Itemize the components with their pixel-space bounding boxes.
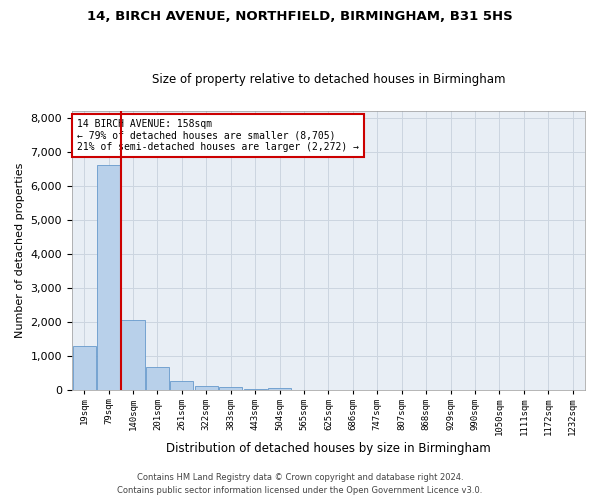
- X-axis label: Distribution of detached houses by size in Birmingham: Distribution of detached houses by size …: [166, 442, 491, 455]
- Title: Size of property relative to detached houses in Birmingham: Size of property relative to detached ho…: [152, 73, 505, 86]
- Text: 14 BIRCH AVENUE: 158sqm
← 79% of detached houses are smaller (8,705)
21% of semi: 14 BIRCH AVENUE: 158sqm ← 79% of detache…: [77, 119, 359, 152]
- Bar: [121, 320, 145, 390]
- Text: 14, BIRCH AVENUE, NORTHFIELD, BIRMINGHAM, B31 5HS: 14, BIRCH AVENUE, NORTHFIELD, BIRMINGHAM…: [87, 10, 513, 23]
- Bar: [146, 368, 169, 390]
- Bar: [194, 386, 218, 390]
- Y-axis label: Number of detached properties: Number of detached properties: [15, 163, 25, 338]
- Bar: [268, 388, 291, 390]
- Bar: [97, 166, 120, 390]
- Bar: [73, 346, 96, 391]
- Bar: [244, 388, 267, 390]
- Text: Contains HM Land Registry data © Crown copyright and database right 2024.
Contai: Contains HM Land Registry data © Crown c…: [118, 474, 482, 495]
- Bar: [170, 382, 193, 390]
- Bar: [219, 388, 242, 390]
